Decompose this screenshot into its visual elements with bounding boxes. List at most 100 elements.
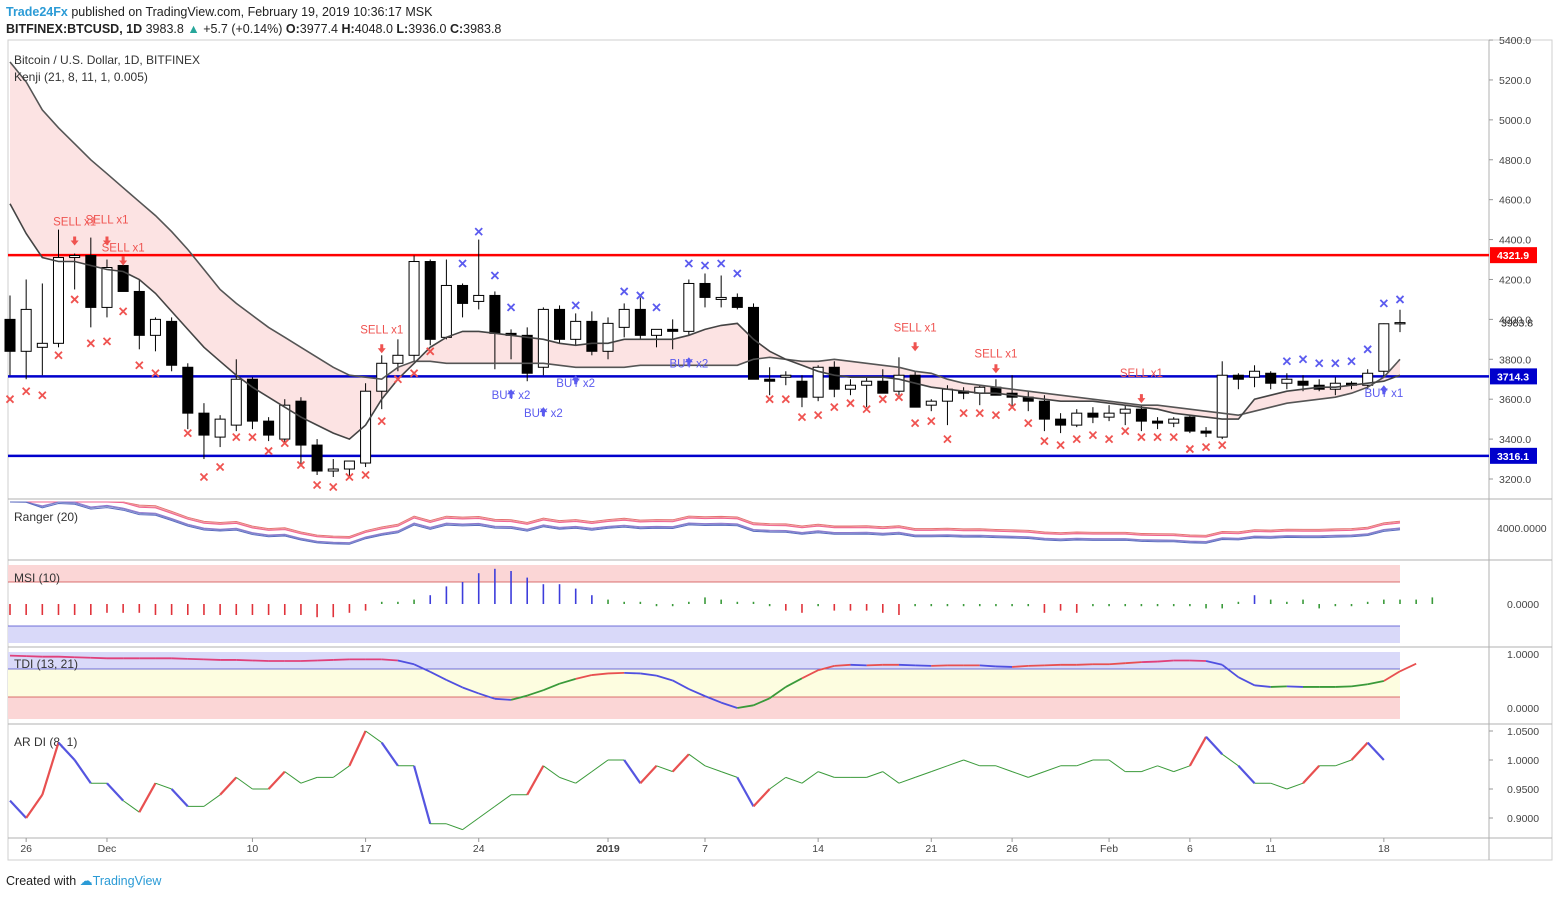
buy-signal-label-11: BUY x1 xyxy=(1364,388,1403,400)
tdi-seg-77 xyxy=(1237,676,1255,687)
buy-cross-16 xyxy=(1347,357,1356,366)
tdi-seg-19 xyxy=(300,659,318,662)
tdi-seg-27 xyxy=(429,671,447,681)
msi-title: MSI (10) xyxy=(14,571,60,585)
sell-cross-3 xyxy=(54,351,63,360)
ardi-seg-39 xyxy=(623,759,642,784)
tdi-seg-83 xyxy=(1335,685,1352,688)
y-tick-label-11: 3200.0 xyxy=(1499,474,1531,486)
sell-cross-52 xyxy=(1185,444,1195,454)
tdi-seg-37 xyxy=(591,672,609,676)
tdi-seg-57 xyxy=(915,664,932,667)
sell-cross-20 xyxy=(345,472,354,482)
x-tick-label-5: 2019 xyxy=(596,843,620,855)
ardi-seg-5 xyxy=(73,759,92,784)
ardi-seg-35 xyxy=(559,776,576,784)
buy-signal-7: BUY x2 xyxy=(669,357,708,370)
x-tick-label-10: Feb xyxy=(1100,843,1118,855)
sell-signal-label-10: SELL x1 xyxy=(1120,368,1163,380)
sell-cross-42 xyxy=(1024,418,1033,428)
ohlc-line: BITFINEX:BTCUSD, 1D 3983.8 ▲ +5.7 (+0.14… xyxy=(6,22,501,36)
sell-signal-9: SELL x1 xyxy=(974,348,1017,374)
buy-cross-7 xyxy=(652,303,661,312)
ardi-seg-26 xyxy=(413,765,432,825)
ardi-seg-14 xyxy=(219,776,238,796)
tdi-seg-29 xyxy=(462,686,480,695)
sell-arrow-icon-1 xyxy=(102,236,111,246)
candle-body-24 xyxy=(392,354,404,364)
candle-body-15 xyxy=(246,378,258,422)
chart-frame xyxy=(7,39,1553,861)
tdi-seg-53 xyxy=(850,663,867,667)
sell-cross-22 xyxy=(377,417,386,426)
tdi-seg-47 xyxy=(753,697,771,707)
x-tick-label-0: 26 xyxy=(20,843,32,855)
candle-body-73 xyxy=(1184,416,1196,432)
sell-signal-10: SELL x1 xyxy=(1120,368,1163,404)
ardi-seg-64 xyxy=(1028,771,1045,778)
sell-cross-24 xyxy=(409,369,419,378)
ardi-seg-22 xyxy=(348,730,367,767)
ardi-seg-55 xyxy=(882,771,900,784)
tdi-seg-11 xyxy=(171,657,188,660)
candle-body-46 xyxy=(747,306,759,380)
candle-body-43 xyxy=(699,282,711,298)
sell-cross-21 xyxy=(361,470,370,480)
level-label-resistance: 4321.9 xyxy=(1497,250,1529,262)
candle-body-23 xyxy=(376,362,388,392)
y-tick-label-10: 3400.0 xyxy=(1499,434,1531,446)
publisher-name[interactable]: Trade24Fx xyxy=(6,5,68,19)
buy-cross-19 xyxy=(1395,295,1405,304)
ardi-title: AR DI (8, 1) xyxy=(14,735,77,749)
sell-arrow-icon-2 xyxy=(119,256,128,266)
buy-cross-11 xyxy=(733,269,742,278)
sell-cross-46 xyxy=(1088,430,1098,440)
tradingview-link[interactable]: TradingView xyxy=(92,874,162,888)
ardi-seg-19 xyxy=(300,776,318,784)
sell-cross-30 xyxy=(830,403,839,412)
indicator-label: Kenji (21, 8, 11, 1, 0.005) xyxy=(14,70,148,84)
msi-lower-zone xyxy=(8,626,1400,643)
tdi-seg-26 xyxy=(413,663,431,673)
tdi-seg-20 xyxy=(317,659,334,662)
ardi-seg-49 xyxy=(785,776,803,784)
ardi-seg-31 xyxy=(494,794,512,807)
last-price-label: 3983.8 xyxy=(1501,318,1533,330)
tdi-seg-21 xyxy=(333,658,350,661)
sell-arrow-icon-0 xyxy=(70,236,79,246)
chart-title: Bitcoin / U.S. Dollar, 1D, BITFINEX xyxy=(14,53,200,67)
candle-body-9 xyxy=(149,318,161,336)
ardi-seg-11 xyxy=(170,788,189,808)
candle-body-41 xyxy=(667,328,679,332)
tdi-seg-6 xyxy=(90,656,108,660)
x-tick-label-7: 14 xyxy=(812,843,824,855)
ardi-seg-44 xyxy=(704,765,722,773)
buy-cross-17 xyxy=(1363,345,1372,354)
sell-cross-12 xyxy=(215,462,225,472)
candle-body-79 xyxy=(1281,378,1293,384)
ardi-seg-40 xyxy=(639,765,658,784)
sell-cross-15 xyxy=(264,446,273,456)
candle-body-1 xyxy=(20,308,32,352)
sell-cross-32 xyxy=(862,405,871,414)
x-tick-label-13: 18 xyxy=(1378,843,1390,855)
ranger-band-1 xyxy=(10,501,1401,539)
ardi-seg-54 xyxy=(866,771,883,778)
ardi-axis-label-3: 0.9000 xyxy=(1507,813,1539,825)
sell-cross-0 xyxy=(5,395,15,404)
ardi-seg-37 xyxy=(591,759,609,773)
buy-cross-13 xyxy=(1298,355,1308,364)
tdi-seg-63 xyxy=(1012,664,1029,668)
o-value: 3977.4 xyxy=(299,22,339,36)
ardi-seg-62 xyxy=(995,765,1013,773)
candle-body-74 xyxy=(1200,430,1212,434)
tdi-seg-71 xyxy=(1141,660,1158,663)
sell-arrow-icon-9 xyxy=(991,364,1000,374)
tdi-seg-16 xyxy=(252,659,269,662)
buy-cross-10 xyxy=(717,259,726,268)
tdi-seg-78 xyxy=(1254,684,1271,688)
y-tick-label-2: 5000.0 xyxy=(1499,115,1531,127)
sell-cross-50 xyxy=(1153,432,1162,442)
sell-cross-27 xyxy=(781,395,790,404)
